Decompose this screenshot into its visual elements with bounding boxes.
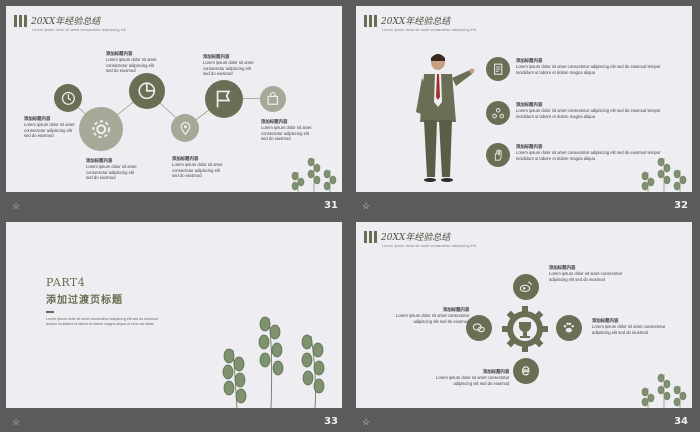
- slide-number: 32: [674, 200, 688, 211]
- part-label: PART4: [46, 276, 86, 289]
- slide-31-bar: ☆ 31: [6, 198, 342, 216]
- star-icon[interactable]: ☆: [12, 417, 21, 427]
- node-label: 添加标题内容 Lorem ipsum dolor sit amet consect…: [203, 54, 254, 77]
- document-icon: [486, 57, 510, 81]
- trophy-gear-icon: [501, 305, 549, 353]
- transition-title: 添加过渡页标题: [46, 295, 123, 306]
- star-icon[interactable]: ☆: [362, 417, 371, 427]
- plant-decoration: [291, 157, 337, 192]
- header-stripes: [364, 14, 377, 27]
- title-underline: [46, 311, 54, 313]
- node-label: 添加标题内容 Lorem ipsum dolor sit amet consect…: [86, 158, 137, 181]
- item-label: 添加标题内容 Lorem ipsum dolor sit amet consec…: [516, 144, 661, 161]
- header-subtitle: Lorem ipsum dolor sit amet consectetur a…: [382, 28, 477, 32]
- node-label: 添加标题内容 Lorem ipsum dolor sit amet consect…: [172, 156, 223, 179]
- slide-34[interactable]: 20XX年经验总结 Lorem ipsum dolor sit amet con…: [356, 222, 692, 408]
- slide-header: 20XX年经验总结: [14, 14, 100, 27]
- header-subtitle: Lorem ipsum dolor sit amet consectetur a…: [32, 28, 127, 32]
- slide-header: 20XX年经验总结: [364, 14, 450, 27]
- clock-icon: [54, 84, 82, 112]
- paw-icon: [556, 315, 582, 341]
- hand-icon: [486, 143, 510, 167]
- header-subtitle: Lorem ipsum dolor sit amet consectetur a…: [382, 244, 477, 248]
- flag-icon: [205, 80, 243, 118]
- item-label: 添加标题内容 Lorem ipsum dolor sit amet consec…: [549, 265, 623, 282]
- ie-icon: [513, 358, 539, 384]
- item-label: 添加标题内容 Lorem ipsum dolor sit amet consec…: [592, 318, 666, 335]
- item-label: 添加标题内容 Lorem ipsum dolor sit amet consec…: [436, 369, 510, 386]
- node-label: 添加标题内容 Lorem ipsum dolor sit amet consect…: [261, 119, 312, 142]
- slide-34-bar: ☆ 34: [356, 414, 692, 432]
- network-icon: [486, 101, 510, 125]
- item-label: 添加标题内容 Lorem ipsum dolor sit amet consec…: [516, 58, 661, 75]
- item-label: 添加标题内容 Lorem ipsum dolor sit amet consec…: [516, 102, 661, 119]
- star-icon[interactable]: ☆: [12, 201, 21, 211]
- slide-33[interactable]: PART4 添加过渡页标题 Lorem ipsum dolor sit amet…: [6, 222, 342, 408]
- slide-header: 20XX年经验总结: [364, 230, 450, 243]
- part-block: PART4 添加过渡页标题 Lorem ipsum dolor sit amet…: [46, 276, 158, 327]
- plant-decoration: [641, 157, 687, 192]
- node-label: 添加标题内容 Lorem ipsum dolor sit amet consect…: [24, 116, 75, 139]
- slide-33-bar: ☆ 33: [6, 414, 342, 432]
- header-title: 20XX年经验总结: [381, 233, 451, 243]
- gear-icon: [79, 107, 123, 151]
- businessman-illustration: [416, 54, 475, 182]
- slide-31[interactable]: 20XX年经验总结 Lorem ipsum dolor sit amet con…: [6, 6, 342, 192]
- plant-decoration: [641, 373, 687, 408]
- slide-32[interactable]: 20XX年经验总结 Lorem ipsum dolor sit amet con…: [356, 6, 692, 192]
- slide-number: 33: [324, 416, 338, 427]
- slide-32-bar: ☆ 32: [356, 198, 692, 216]
- wechat-icon: [466, 315, 492, 341]
- star-icon[interactable]: ☆: [362, 201, 371, 211]
- header-stripes: [14, 14, 27, 27]
- location-icon: [171, 114, 199, 142]
- transition-desc: Lorem ipsum dolor sit amet consectetur a…: [46, 316, 158, 326]
- pie-chart-icon: [129, 73, 165, 109]
- item-label: 添加标题内容 Lorem ipsum dolor sit amet consec…: [396, 307, 470, 324]
- header-title: 20XX年经验总结: [31, 17, 101, 27]
- header-title: 20XX年经验总结: [381, 17, 451, 27]
- plant-decoration: [222, 316, 325, 408]
- header-stripes: [364, 230, 377, 243]
- slide-number: 34: [674, 416, 688, 427]
- bag-icon: [260, 86, 286, 112]
- weibo-icon: [513, 274, 539, 300]
- node-label: 添加标题内容 Lorem ipsum dolor sit amet consect…: [106, 51, 157, 74]
- slide-number: 31: [324, 200, 338, 211]
